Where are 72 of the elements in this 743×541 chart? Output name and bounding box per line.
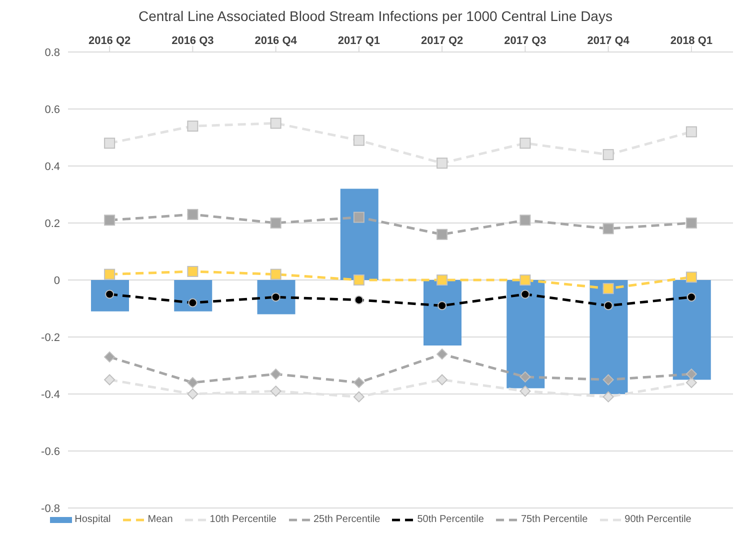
y-tick-label: 0.4 — [44, 160, 60, 173]
point — [604, 301, 613, 310]
point — [686, 218, 697, 228]
point — [686, 292, 696, 302]
x-tick-label: 2017 Q1 — [338, 35, 380, 47]
y-tick-label: -0.4 — [41, 388, 60, 401]
legend-label: 10th Percentile — [210, 514, 276, 525]
point — [686, 272, 697, 283]
point — [520, 290, 530, 299]
point — [686, 126, 697, 138]
y-tick-label: -0.8 — [41, 502, 60, 515]
point — [104, 351, 116, 362]
point — [436, 274, 448, 286]
point — [436, 228, 448, 240]
point — [270, 218, 282, 228]
legend-label: 75th Percentile — [520, 514, 588, 525]
point — [602, 391, 614, 402]
x-tick-label: 2018 Q1 — [670, 35, 713, 47]
point — [353, 134, 364, 146]
point — [520, 274, 531, 286]
point — [436, 158, 448, 169]
point — [438, 301, 447, 310]
point — [353, 212, 364, 223]
y-tick-label: 0.2 — [44, 218, 60, 230]
point — [187, 208, 198, 220]
point — [686, 377, 697, 388]
point — [187, 266, 198, 277]
point — [270, 268, 282, 280]
point — [602, 283, 614, 294]
point — [187, 120, 198, 132]
legend-label: 50th Percentile — [417, 514, 484, 525]
point — [686, 368, 697, 380]
point — [270, 368, 282, 380]
x-tick-label: 2016 Q4 — [254, 35, 298, 47]
legend-label: Mean — [148, 514, 173, 525]
point — [104, 138, 116, 149]
point — [436, 374, 448, 386]
point — [602, 223, 614, 234]
point — [520, 214, 531, 226]
point — [354, 295, 364, 304]
point — [520, 386, 531, 397]
x-tick-label: 2017 Q4 — [587, 35, 630, 47]
point — [188, 298, 198, 308]
point — [353, 391, 364, 402]
point — [353, 274, 364, 286]
point — [602, 374, 614, 386]
x-tick-label: 2016 Q3 — [172, 35, 214, 47]
chart-title: Central Line Associated Blood Stream Infections per 1000 Central Line Days — [138, 8, 614, 24]
point — [104, 374, 116, 386]
point — [187, 377, 198, 388]
x-tick-label: 2017 Q2 — [420, 35, 464, 47]
point — [104, 214, 116, 226]
y-tick-label: 0 — [54, 274, 60, 287]
x-tick-label: 2017 Q3 — [504, 35, 546, 47]
y-tick-label: 0.6 — [44, 104, 60, 116]
point — [520, 138, 531, 149]
point — [270, 118, 282, 129]
point — [602, 149, 614, 160]
point — [520, 371, 531, 382]
legend-label: 25th Percentile — [314, 514, 380, 525]
point — [270, 386, 282, 397]
point — [104, 268, 116, 280]
y-tick-label: -0.6 — [41, 446, 60, 458]
x-tick-label: 2016 Q2 — [88, 35, 131, 47]
y-tick-label: 0.8 — [44, 46, 60, 59]
point — [353, 377, 364, 388]
legend-label: Hospital — [74, 514, 111, 525]
point — [271, 292, 280, 302]
point — [436, 348, 448, 360]
point — [187, 388, 198, 400]
y-tick-label: -0.2 — [41, 332, 60, 344]
legend-label: 90th Percentile — [624, 514, 692, 525]
